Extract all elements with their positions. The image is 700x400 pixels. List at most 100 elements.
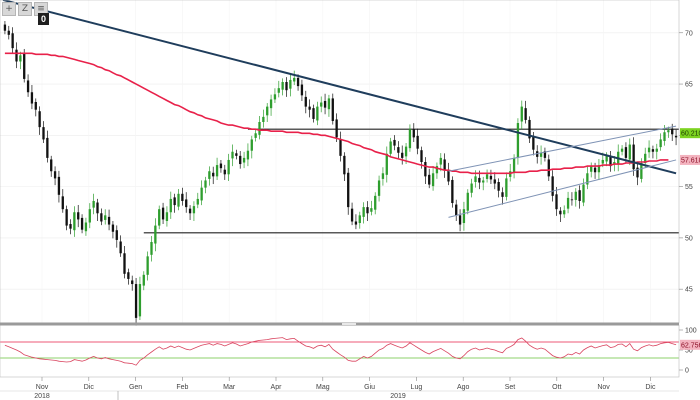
- candle-body: [127, 272, 130, 279]
- candle-body: [613, 162, 616, 165]
- candle-body: [331, 98, 334, 121]
- candle-body: [435, 166, 439, 174]
- candle-body: [647, 147, 651, 153]
- candle-body: [69, 224, 72, 229]
- candle-body: [489, 175, 493, 180]
- candle-body: [192, 206, 196, 214]
- candle-body: [300, 84, 304, 96]
- month-label-Ago: Ago: [457, 384, 470, 391]
- candle-body: [347, 172, 350, 208]
- candle-body: [412, 129, 415, 138]
- candle-body: [628, 144, 631, 160]
- candle-body: [559, 210, 562, 215]
- candle-body: [42, 127, 45, 140]
- candle-body: [150, 242, 153, 255]
- candle-body: [73, 212, 76, 231]
- candle-body: [377, 180, 381, 196]
- rsi-series: [4, 337, 677, 366]
- candle-body: [215, 165, 219, 177]
- candle-body: [401, 152, 404, 158]
- candle-body: [200, 187, 203, 201]
- channel-upper-line: [448, 125, 677, 172]
- month-label-Ott: Ott: [552, 384, 561, 391]
- month-label-Lug: Lug: [411, 384, 423, 391]
- candle-body: [100, 213, 103, 222]
- candle-body: [439, 157, 442, 165]
- candle-body: [258, 122, 261, 135]
- candle-body: [416, 135, 419, 149]
- candle-body: [138, 284, 142, 317]
- trendlines: [2, 0, 677, 218]
- candle-body: [296, 77, 300, 87]
- candle-body: [80, 217, 84, 230]
- candle-body: [640, 163, 643, 179]
- candle-body: [512, 157, 516, 173]
- candle-body: [285, 82, 288, 91]
- candle-body: [381, 173, 385, 179]
- candle-body: [543, 151, 547, 158]
- candle-body: [289, 79, 292, 89]
- month-label-Feb: Feb: [176, 384, 188, 391]
- candle-body: [34, 102, 37, 110]
- candle-body: [131, 280, 134, 285]
- candle-body: [46, 137, 49, 158]
- candle-body: [204, 180, 207, 188]
- candle-body: [242, 157, 246, 163]
- price-tick-label-45: 45: [685, 287, 693, 294]
- candle-body: [655, 148, 658, 152]
- year-label-2018: 2018: [34, 393, 50, 400]
- last-price-flag-text: 60.2100: [681, 131, 700, 138]
- month-label-Dic: Dic: [84, 384, 95, 391]
- candle-body: [15, 49, 18, 62]
- moving-average-flag: 57.6183: [680, 154, 700, 165]
- candle-body: [96, 202, 99, 214]
- last-price-flag-box: [680, 128, 700, 139]
- candle-body: [354, 221, 358, 225]
- rsi-last-value-flag-box: [680, 339, 700, 350]
- crosshair-tool-button[interactable]: +: [2, 2, 16, 16]
- candle-body: [158, 209, 161, 226]
- candle-body: [196, 198, 199, 205]
- candle-body: [23, 53, 26, 79]
- price-pane-frame: [0, 0, 680, 324]
- candle-body: [173, 197, 176, 206]
- candle-body: [501, 192, 504, 197]
- candle-body: [212, 172, 215, 177]
- candle-body: [3, 24, 7, 31]
- candle-body: [636, 167, 639, 178]
- month-label-Mar: Mar: [223, 384, 236, 391]
- candle-body: [408, 129, 412, 149]
- candle-body: [651, 149, 655, 152]
- rsi-tick-label-0: 0: [685, 368, 689, 375]
- candle-body: [223, 169, 226, 175]
- candle-body: [316, 106, 319, 121]
- candle-body: [61, 196, 64, 210]
- rsi-last-value-flag: 62.7568: [680, 339, 700, 350]
- candle-body: [134, 284, 138, 318]
- candle-body: [235, 153, 238, 156]
- candle-body: [320, 102, 323, 107]
- candle-body: [362, 207, 365, 217]
- month-label-Dic: Dic: [645, 384, 656, 391]
- candle-body: [7, 30, 10, 35]
- month-label-Gen: Gen: [129, 384, 142, 391]
- candle-body: [227, 159, 230, 175]
- candle-body: [111, 224, 115, 232]
- candle-body: [458, 215, 462, 225]
- zoom-tool-button[interactable]: Z: [18, 2, 32, 16]
- candle-body: [57, 176, 61, 195]
- candle-body: [555, 194, 558, 210]
- candle-body: [566, 197, 570, 209]
- candle-body: [161, 207, 165, 220]
- candle-body: [420, 150, 423, 162]
- moving-average-flag-text: 57.6183: [681, 157, 700, 164]
- candle-body: [605, 155, 608, 162]
- candle-body: [77, 212, 80, 220]
- candle-body: [597, 165, 601, 173]
- candle-body: [239, 155, 242, 165]
- price-tick-label-65: 65: [685, 82, 693, 89]
- candle-body: [277, 88, 280, 93]
- candle-body: [339, 138, 342, 156]
- pane-splitter-handle: [342, 323, 356, 325]
- support-resistance-lines: [143, 128, 679, 234]
